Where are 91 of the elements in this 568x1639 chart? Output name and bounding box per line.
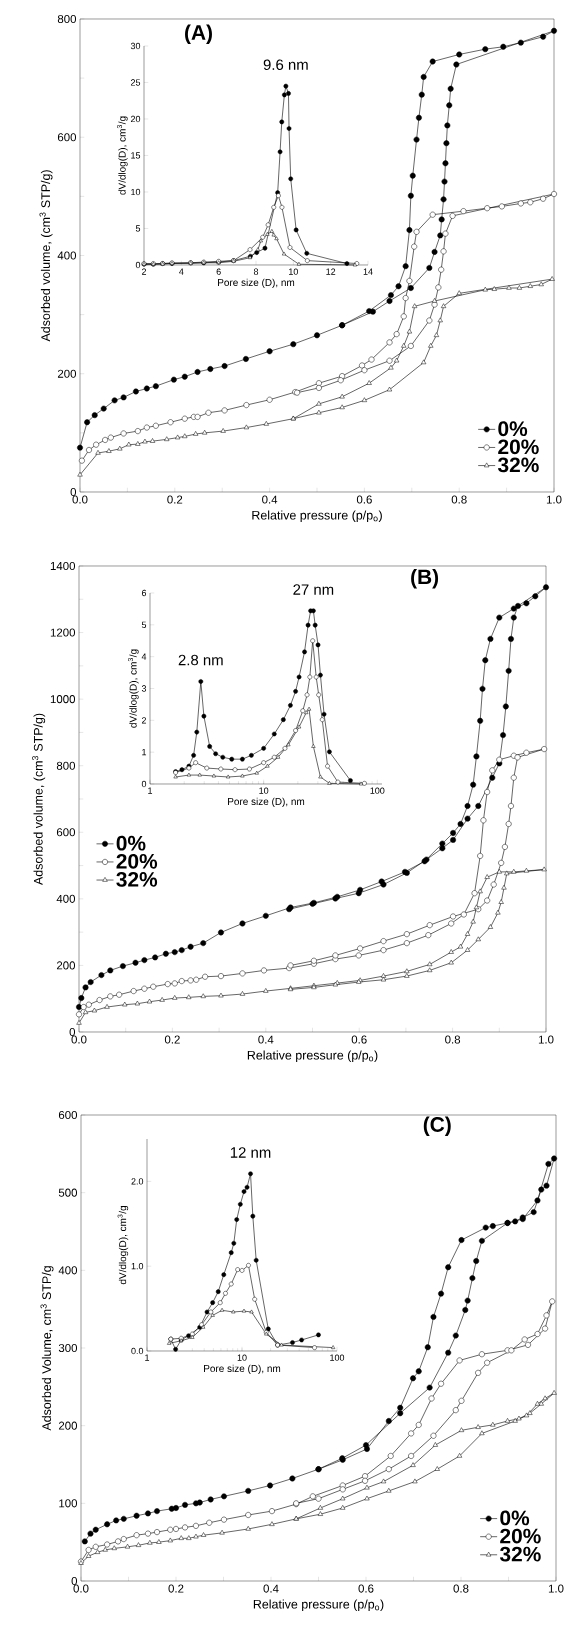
- y-tick-label: 600: [56, 828, 76, 837]
- y-tick-label: 600: [58, 1110, 78, 1120]
- legend-label: 20%: [498, 439, 539, 455]
- x-tick-label: 0.6: [356, 495, 372, 504]
- x-axis-title: Relative pressure (p/p$_{o}$): [247, 1050, 378, 1063]
- x-tick-label: 4: [179, 268, 184, 275]
- legend-label: 0%: [116, 835, 146, 851]
- y-tick-label: 800: [56, 761, 76, 770]
- x-tick-label: 0.6: [351, 1035, 367, 1044]
- y-tick-label: 1000: [50, 695, 76, 704]
- y-axis-title: Adsorbed volume, (cm$^{3}$ STP/g): [39, 170, 53, 342]
- x-tick-label: 0.6: [358, 1584, 374, 1593]
- x-axis-title: Pore size (D), nm: [204, 1364, 281, 1374]
- legend-label: 32%: [116, 871, 158, 887]
- y-tick-label: 1.0: [131, 1263, 144, 1270]
- y-tick-label: 400: [58, 1266, 78, 1275]
- x-axis-title: Relative pressure (p/p$_{o}$): [253, 1599, 384, 1612]
- y-tick-label: 25: [130, 79, 141, 86]
- x-tick-label: 0.4: [258, 1035, 274, 1044]
- y-tick-label: 2.0: [131, 1178, 144, 1185]
- chart-title: (A): [185, 24, 212, 45]
- y-tick-label: 5: [135, 225, 141, 232]
- x-tick-label: 0.2: [164, 1035, 180, 1044]
- y-tick-label: 3: [141, 685, 147, 692]
- x-tick-label: 100: [330, 1354, 345, 1361]
- x-axis-title: Pore size (D), nm: [228, 797, 305, 807]
- y-tick-label: 300: [58, 1343, 78, 1353]
- x-axis-title: Pore size (D), nm: [218, 278, 295, 288]
- y-tick-label: 5: [141, 621, 147, 628]
- y-axis-title: dV/dlog(D), cm$^{3}$/g: [117, 1206, 129, 1285]
- y-tick-label: 0: [70, 487, 77, 497]
- x-tick-label: 14: [363, 268, 373, 275]
- legend-label: 32%: [497, 457, 539, 473]
- x-tick-label: 10: [289, 268, 298, 275]
- x-tick-label: 1.0: [546, 495, 562, 504]
- chart-title: (C): [423, 1116, 451, 1137]
- y-tick-label: 600: [57, 133, 77, 142]
- x-tick-label: 0.2: [167, 495, 183, 504]
- y-tick-label: 1200: [50, 628, 76, 637]
- y-tick-label: 20: [130, 115, 141, 123]
- x-tick-label: 0.8: [453, 1584, 469, 1593]
- x-tick-label: 0.2: [168, 1584, 184, 1593]
- y-tick-label: 4: [141, 653, 147, 660]
- y-tick-label: 10: [131, 188, 141, 196]
- legend-label: 0%: [498, 421, 528, 437]
- y-tick-label: 2: [141, 717, 147, 724]
- y-tick-label: 0: [135, 261, 141, 269]
- chart-title: (B): [411, 568, 439, 589]
- annotation: 2.8 nm: [178, 654, 223, 666]
- annotation: 27 nm: [293, 584, 334, 595]
- x-tick-label: 0.8: [451, 495, 467, 504]
- y-tick-label: 800: [57, 14, 77, 24]
- y-tick-label: 200: [57, 369, 77, 378]
- y-tick-label: 500: [58, 1188, 78, 1197]
- y-tick-label: 0.0: [131, 1347, 144, 1355]
- legend-label: 20%: [116, 853, 158, 869]
- y-tick-label: 0: [71, 1576, 78, 1586]
- y-axis-title: Adsorbed Volume, cm$^{3}$ STP/g: [40, 1266, 54, 1431]
- x-tick-label: 1.0: [538, 1035, 554, 1044]
- y-tick-label: 1400: [50, 561, 76, 571]
- x-axis-title: Relative pressure (p/p$_{o}$): [252, 510, 382, 523]
- x-tick-label: 0.4: [262, 495, 278, 504]
- x-tick-label: 8: [253, 268, 259, 275]
- legend-label: 20%: [500, 1528, 541, 1544]
- y-tick-label: 6: [141, 589, 147, 597]
- x-tick-label: 10: [259, 787, 269, 794]
- y-tick-label: 1: [142, 749, 147, 756]
- annotation: 9.6 nm: [263, 59, 308, 70]
- y-axis-title: dV/dlog(D), cm$^{3}$/g: [128, 649, 139, 728]
- x-tick-label: 0.8: [445, 1035, 461, 1044]
- x-tick-label: 1.0: [548, 1584, 564, 1593]
- annotation: 12 nm: [230, 1147, 271, 1158]
- y-axis-title: dV/dlog(D), cm$^{3}$/g: [117, 116, 128, 195]
- x-tick-label: 0.4: [263, 1584, 279, 1593]
- x-tick-label: 1: [148, 787, 153, 794]
- y-tick-label: 200: [56, 961, 76, 970]
- y-tick-label: 400: [56, 894, 76, 903]
- y-tick-label: 0: [141, 780, 147, 788]
- x-tick-label: 100: [370, 787, 385, 794]
- y-tick-label: 30: [130, 42, 141, 50]
- x-tick-label: 12: [326, 268, 336, 275]
- legend-label: 32%: [499, 1546, 541, 1562]
- x-tick-label: 10: [237, 1354, 247, 1361]
- legend-label: 0%: [500, 1510, 530, 1526]
- y-tick-label: 100: [59, 1499, 78, 1508]
- y-tick-label: 200: [58, 1421, 78, 1430]
- y-tick-label: 0: [69, 1027, 76, 1037]
- y-tick-label: 400: [57, 251, 77, 260]
- y-axis-title: Adsorbed volume, (cm$^{3}$ STP/g): [32, 713, 46, 886]
- x-tick-label: 6: [216, 268, 221, 275]
- y-tick-label: 15: [131, 152, 141, 159]
